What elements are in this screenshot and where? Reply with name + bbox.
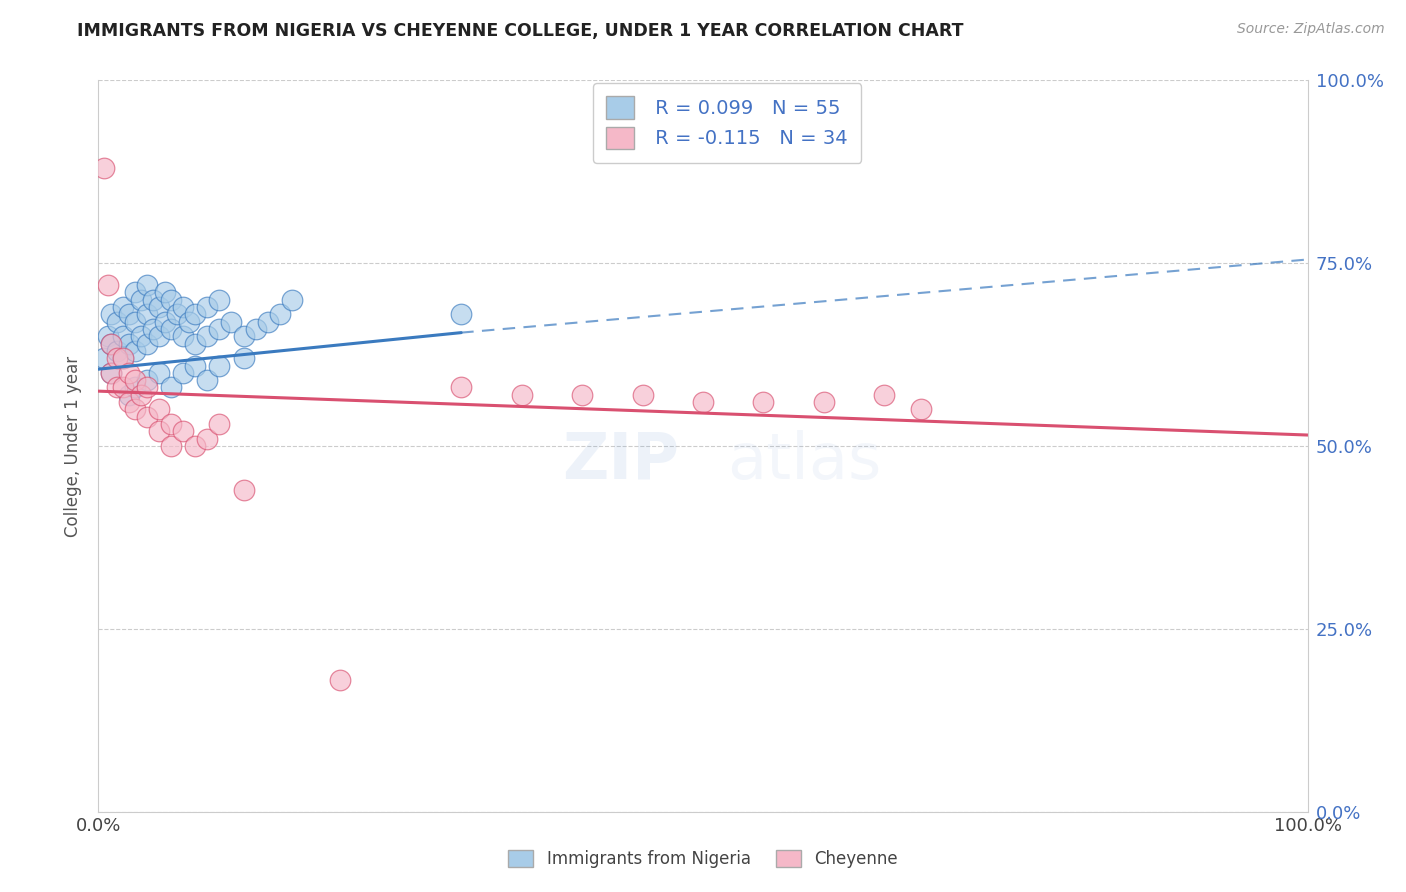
Text: ZIP: ZIP [562, 430, 679, 491]
Point [148, 329, 170, 343]
Point [631, 388, 654, 402]
Point [135, 336, 157, 351]
Point [97, 329, 120, 343]
Point [813, 395, 835, 409]
Point [142, 322, 165, 336]
Point [118, 395, 141, 409]
Point [135, 278, 157, 293]
Point [105, 343, 128, 358]
Point [129, 293, 152, 307]
Point [148, 402, 170, 417]
Point [153, 315, 176, 329]
Point [124, 343, 146, 358]
Point [148, 300, 170, 314]
Point [172, 366, 194, 380]
Point [118, 388, 141, 402]
Point [124, 402, 146, 417]
Point [172, 425, 194, 439]
Point [195, 329, 218, 343]
Point [153, 285, 176, 300]
Text: Source: ZipAtlas.com: Source: ZipAtlas.com [1237, 22, 1385, 37]
Point [100, 366, 122, 380]
Point [184, 307, 207, 321]
Point [510, 388, 533, 402]
Point [172, 300, 194, 314]
Point [873, 388, 896, 402]
Point [100, 336, 122, 351]
Point [195, 300, 218, 314]
Point [208, 417, 231, 431]
Point [124, 380, 146, 394]
Point [450, 380, 472, 394]
Point [111, 351, 134, 366]
Point [179, 315, 201, 329]
Point [184, 439, 207, 453]
Y-axis label: College, Under 1 year: College, Under 1 year [65, 355, 83, 537]
Point [93, 351, 115, 366]
Point [124, 315, 146, 329]
Point [135, 373, 157, 387]
Point [124, 285, 146, 300]
Point [111, 300, 134, 314]
Text: IMMIGRANTS FROM NIGERIA VS CHEYENNE COLLEGE, UNDER 1 YEAR CORRELATION CHART: IMMIGRANTS FROM NIGERIA VS CHEYENNE COLL… [77, 22, 965, 40]
Point [329, 673, 352, 687]
Point [148, 366, 170, 380]
Point [256, 315, 278, 329]
Point [118, 307, 141, 321]
Point [160, 380, 183, 394]
Point [160, 322, 183, 336]
Point [195, 373, 218, 387]
Point [208, 293, 231, 307]
Point [232, 483, 254, 497]
Point [281, 293, 304, 307]
Legend:  R = 0.099   N = 55,  R = -0.115   N = 34: R = 0.099 N = 55, R = -0.115 N = 34 [593, 83, 862, 162]
Point [195, 432, 218, 446]
Point [184, 359, 207, 373]
Point [105, 315, 128, 329]
Point [111, 329, 134, 343]
Point [450, 307, 472, 321]
Point [100, 336, 122, 351]
Point [118, 336, 141, 351]
Point [910, 402, 932, 417]
Point [221, 315, 243, 329]
Point [129, 388, 152, 402]
Point [105, 380, 128, 394]
Point [752, 395, 775, 409]
Point [692, 395, 714, 409]
Point [160, 417, 183, 431]
Point [111, 380, 134, 394]
Point [100, 366, 122, 380]
Point [97, 278, 120, 293]
Point [118, 366, 141, 380]
Point [245, 322, 267, 336]
Point [160, 293, 183, 307]
Point [135, 409, 157, 424]
Point [232, 329, 254, 343]
Point [124, 373, 146, 387]
Point [100, 307, 122, 321]
Point [184, 336, 207, 351]
Text: atlas: atlas [727, 430, 882, 491]
Point [135, 380, 157, 394]
Point [166, 307, 188, 321]
Point [148, 425, 170, 439]
Point [269, 307, 291, 321]
Point [111, 351, 134, 366]
Point [105, 351, 128, 366]
Point [232, 351, 254, 366]
Point [160, 439, 183, 453]
Point [172, 329, 194, 343]
Legend: Immigrants from Nigeria, Cheyenne: Immigrants from Nigeria, Cheyenne [502, 843, 904, 875]
Point [208, 322, 231, 336]
Point [129, 329, 152, 343]
Point [208, 359, 231, 373]
Point [135, 307, 157, 321]
Point [93, 161, 115, 175]
Point [571, 388, 593, 402]
Point [142, 293, 165, 307]
